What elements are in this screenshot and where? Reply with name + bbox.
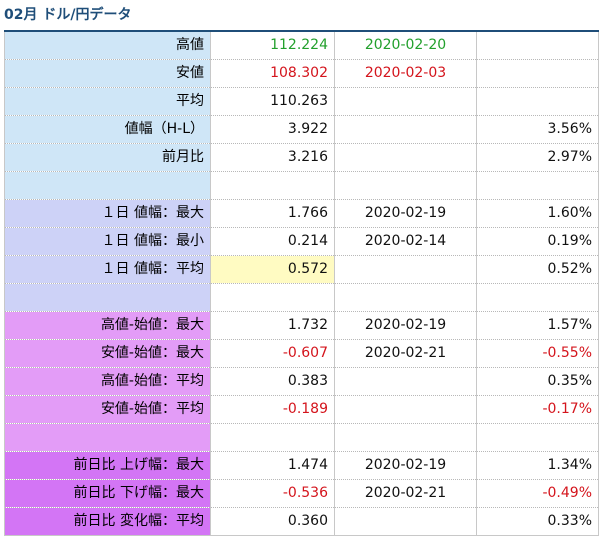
- row-percent: 0.33%: [476, 507, 599, 536]
- row-percent: 3.56%: [476, 115, 599, 144]
- table-row: １日 値幅：平均 0.572 0.52%: [4, 255, 599, 284]
- row-label: 高値-始値：最大: [4, 311, 211, 340]
- spacer-cell: [334, 423, 477, 452]
- row-label: 安値-始値：最大: [4, 339, 211, 368]
- row-percent: [476, 87, 599, 116]
- row-percent: 0.35%: [476, 367, 599, 396]
- usdjpy-stats-table: 高値 112.224 2020-02-20 安値 108.302 2020-02-03 平均…: [4, 30, 599, 536]
- row-value: 1.766: [210, 199, 335, 228]
- table-row: 前日比 下げ幅：最大 -0.536 2020-02-21 -0.49%: [4, 479, 599, 508]
- row-percent: -0.17%: [476, 395, 599, 424]
- spacer-cell: [4, 423, 211, 452]
- page-title: 02月 ドル/円データ: [4, 7, 132, 23]
- row-value: -0.536: [210, 479, 335, 508]
- row-date: [334, 87, 477, 116]
- row-label: 前日比 上げ幅：最大: [4, 451, 211, 480]
- row-date: 2020-02-19: [334, 199, 477, 228]
- row-value: -0.189: [210, 395, 335, 424]
- row-percent: -0.55%: [476, 339, 599, 368]
- row-label: 高値: [4, 30, 211, 60]
- spacer-cell: [4, 283, 211, 312]
- spacer-cell: [210, 283, 335, 312]
- row-value: 112.224: [210, 30, 335, 60]
- table-row: 前日比 変化幅：平均 0.360 0.33%: [4, 507, 599, 536]
- row-date: 2020-02-19: [334, 311, 477, 340]
- row-date: [334, 367, 477, 396]
- row-label: 前日比 下げ幅：最大: [4, 479, 211, 508]
- row-label: １日 値幅：最小: [4, 227, 211, 256]
- table-row: 安値 108.302 2020-02-03: [4, 59, 599, 88]
- row-percent: 2.97%: [476, 143, 599, 172]
- spacer-cell: [334, 283, 477, 312]
- row-percent: 0.19%: [476, 227, 599, 256]
- row-label: 安値-始値：平均: [4, 395, 211, 424]
- row-value: -0.607: [210, 339, 335, 368]
- row-label: 平均: [4, 87, 211, 116]
- spacer-cell: [476, 423, 599, 452]
- spacer-row: [4, 283, 599, 312]
- table-row: 値幅（H-L） 3.922 3.56%: [4, 115, 599, 144]
- row-date: 2020-02-21: [334, 339, 477, 368]
- row-value: 3.922: [210, 115, 335, 144]
- row-date: [334, 143, 477, 172]
- spacer-cell: [476, 283, 599, 312]
- table-row: 前日比 上げ幅：最大 1.474 2020-02-19 1.34%: [4, 451, 599, 480]
- table-row: 前月比 3.216 2.97%: [4, 143, 599, 172]
- table-row: 安値-始値：平均 -0.189 -0.17%: [4, 395, 599, 424]
- table-row: 平均 110.263: [4, 87, 599, 116]
- row-label: 前月比: [4, 143, 211, 172]
- row-percent: 1.60%: [476, 199, 599, 228]
- row-date: 2020-02-21: [334, 479, 477, 508]
- row-value: 0.383: [210, 367, 335, 396]
- table-row: １日 値幅：最大 1.766 2020-02-19 1.60%: [4, 199, 599, 228]
- row-label: １日 値幅：平均: [4, 255, 211, 284]
- row-date: [334, 507, 477, 536]
- row-date: [334, 255, 477, 284]
- row-value: 0.360: [210, 507, 335, 536]
- spacer-cell: [334, 171, 477, 200]
- row-percent: [476, 30, 599, 60]
- row-value: 0.214: [210, 227, 335, 256]
- table-row: １日 値幅：最小 0.214 2020-02-14 0.19%: [4, 227, 599, 256]
- row-value: 1.474: [210, 451, 335, 480]
- table-row: 高値-始値：最大 1.732 2020-02-19 1.57%: [4, 311, 599, 340]
- row-value: 1.732: [210, 311, 335, 340]
- row-label: １日 値幅：最大: [4, 199, 211, 228]
- row-date: 2020-02-19: [334, 451, 477, 480]
- row-percent: -0.49%: [476, 479, 599, 508]
- row-label: 前日比 変化幅：平均: [4, 507, 211, 536]
- row-date: 2020-02-20: [334, 30, 477, 60]
- row-date: [334, 115, 477, 144]
- row-value: 110.263: [210, 87, 335, 116]
- row-percent: [476, 59, 599, 88]
- row-value: 0.572: [210, 255, 335, 284]
- row-percent: 1.57%: [476, 311, 599, 340]
- table-row: 高値-始値：平均 0.383 0.35%: [4, 367, 599, 396]
- spacer-cell: [4, 171, 211, 200]
- row-date: 2020-02-03: [334, 59, 477, 88]
- row-label: 値幅（H-L）: [4, 115, 211, 144]
- row-date: 2020-02-14: [334, 227, 477, 256]
- spacer-cell: [210, 423, 335, 452]
- row-percent: 1.34%: [476, 451, 599, 480]
- spacer-cell: [476, 171, 599, 200]
- row-value: 3.216: [210, 143, 335, 172]
- table-row: 安値-始値：最大 -0.607 2020-02-21 -0.55%: [4, 339, 599, 368]
- spacer-cell: [210, 171, 335, 200]
- table-row: 高値 112.224 2020-02-20: [4, 30, 599, 60]
- stats-table-body: 高値 112.224 2020-02-20 安値 108.302 2020-02-03 平均…: [4, 30, 599, 536]
- spacer-row: [4, 171, 599, 200]
- row-label: 安値: [4, 59, 211, 88]
- row-label: 高値-始値：平均: [4, 367, 211, 396]
- row-date: [334, 395, 477, 424]
- row-percent: 0.52%: [476, 255, 599, 284]
- row-value: 108.302: [210, 59, 335, 88]
- spacer-row: [4, 423, 599, 452]
